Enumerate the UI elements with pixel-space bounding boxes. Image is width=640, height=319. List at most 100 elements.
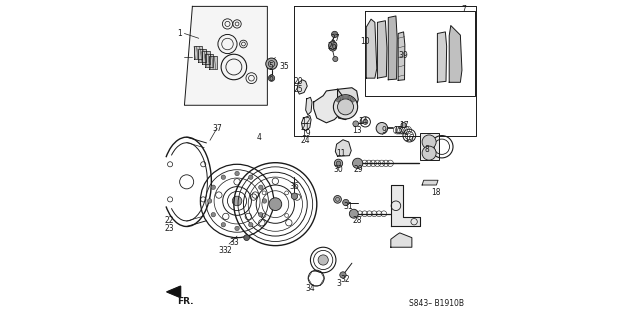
Text: 35: 35	[280, 63, 289, 71]
Text: 13: 13	[353, 126, 362, 135]
Polygon shape	[306, 97, 312, 115]
Polygon shape	[437, 32, 447, 82]
Text: 1: 1	[177, 29, 182, 38]
Circle shape	[353, 121, 358, 127]
Text: 21: 21	[301, 123, 310, 132]
Circle shape	[334, 159, 342, 167]
Circle shape	[244, 235, 250, 241]
Polygon shape	[202, 51, 210, 64]
Circle shape	[401, 122, 406, 128]
Text: FR.: FR.	[177, 297, 194, 306]
Polygon shape	[449, 26, 462, 82]
Circle shape	[291, 193, 298, 199]
Circle shape	[337, 99, 353, 115]
Polygon shape	[301, 115, 311, 131]
Text: 10: 10	[360, 37, 369, 46]
Text: 29: 29	[353, 165, 363, 174]
Text: 18: 18	[431, 189, 440, 197]
Text: 17: 17	[399, 121, 408, 130]
Text: 4: 4	[257, 133, 262, 142]
Polygon shape	[184, 6, 268, 105]
Text: 33: 33	[229, 238, 239, 247]
Text: 27: 27	[330, 34, 340, 43]
Text: 19: 19	[301, 130, 310, 138]
Polygon shape	[366, 19, 377, 78]
Circle shape	[248, 175, 253, 180]
Circle shape	[349, 209, 358, 218]
Circle shape	[363, 119, 368, 124]
Polygon shape	[297, 80, 307, 94]
Circle shape	[235, 226, 239, 231]
Text: 3: 3	[337, 279, 342, 288]
Text: 9: 9	[381, 126, 386, 135]
Circle shape	[422, 135, 436, 149]
Polygon shape	[209, 56, 218, 69]
Circle shape	[353, 158, 363, 168]
Text: 36: 36	[289, 182, 299, 191]
Circle shape	[262, 199, 267, 203]
Circle shape	[340, 272, 346, 278]
Circle shape	[211, 185, 216, 189]
Circle shape	[221, 222, 225, 227]
Circle shape	[259, 185, 263, 189]
Circle shape	[422, 146, 436, 160]
Circle shape	[376, 122, 388, 134]
Polygon shape	[378, 21, 387, 78]
Circle shape	[232, 196, 242, 206]
Text: 31: 31	[343, 202, 353, 211]
Text: 20: 20	[294, 77, 303, 86]
Text: 37: 37	[212, 124, 222, 133]
Circle shape	[259, 212, 263, 217]
Text: 14: 14	[358, 117, 368, 126]
Circle shape	[342, 199, 349, 206]
Circle shape	[333, 196, 341, 203]
Text: 6: 6	[268, 74, 273, 83]
Polygon shape	[167, 286, 180, 298]
Text: 33: 33	[218, 246, 228, 255]
Bar	[420, 133, 438, 160]
Text: 7: 7	[461, 5, 466, 14]
Circle shape	[248, 222, 253, 227]
Circle shape	[269, 198, 282, 211]
Circle shape	[268, 75, 275, 81]
Text: 26: 26	[327, 42, 337, 51]
Circle shape	[333, 95, 358, 119]
Text: 23: 23	[164, 224, 174, 233]
Text: 11: 11	[336, 149, 346, 158]
Polygon shape	[198, 49, 206, 62]
Text: 32: 32	[340, 275, 349, 284]
Circle shape	[329, 43, 337, 51]
Text: 22: 22	[164, 216, 174, 225]
Text: 8: 8	[424, 145, 429, 154]
Text: 5: 5	[268, 63, 273, 71]
Text: 16: 16	[404, 134, 414, 143]
Polygon shape	[335, 140, 351, 156]
Text: 39: 39	[398, 51, 408, 60]
Circle shape	[266, 58, 277, 70]
Polygon shape	[391, 185, 420, 226]
Circle shape	[207, 199, 212, 203]
Text: 28: 28	[353, 216, 362, 225]
Polygon shape	[337, 88, 358, 120]
Polygon shape	[314, 89, 342, 123]
Text: S843– B1910B: S843– B1910B	[409, 299, 464, 308]
Circle shape	[333, 56, 338, 62]
Polygon shape	[194, 46, 202, 59]
Circle shape	[235, 171, 239, 176]
Text: 24: 24	[301, 137, 310, 145]
Circle shape	[211, 212, 216, 217]
Text: 34: 34	[305, 284, 315, 293]
Polygon shape	[205, 54, 214, 67]
Polygon shape	[391, 233, 412, 247]
Circle shape	[221, 175, 225, 180]
Text: 30: 30	[333, 165, 344, 174]
Polygon shape	[398, 32, 405, 80]
Text: 15: 15	[394, 126, 403, 135]
Text: 2: 2	[227, 246, 232, 255]
Circle shape	[328, 41, 337, 49]
Circle shape	[332, 31, 338, 38]
Text: 12: 12	[301, 117, 310, 126]
Text: 25: 25	[294, 85, 303, 94]
Polygon shape	[422, 180, 438, 185]
Polygon shape	[388, 16, 397, 80]
